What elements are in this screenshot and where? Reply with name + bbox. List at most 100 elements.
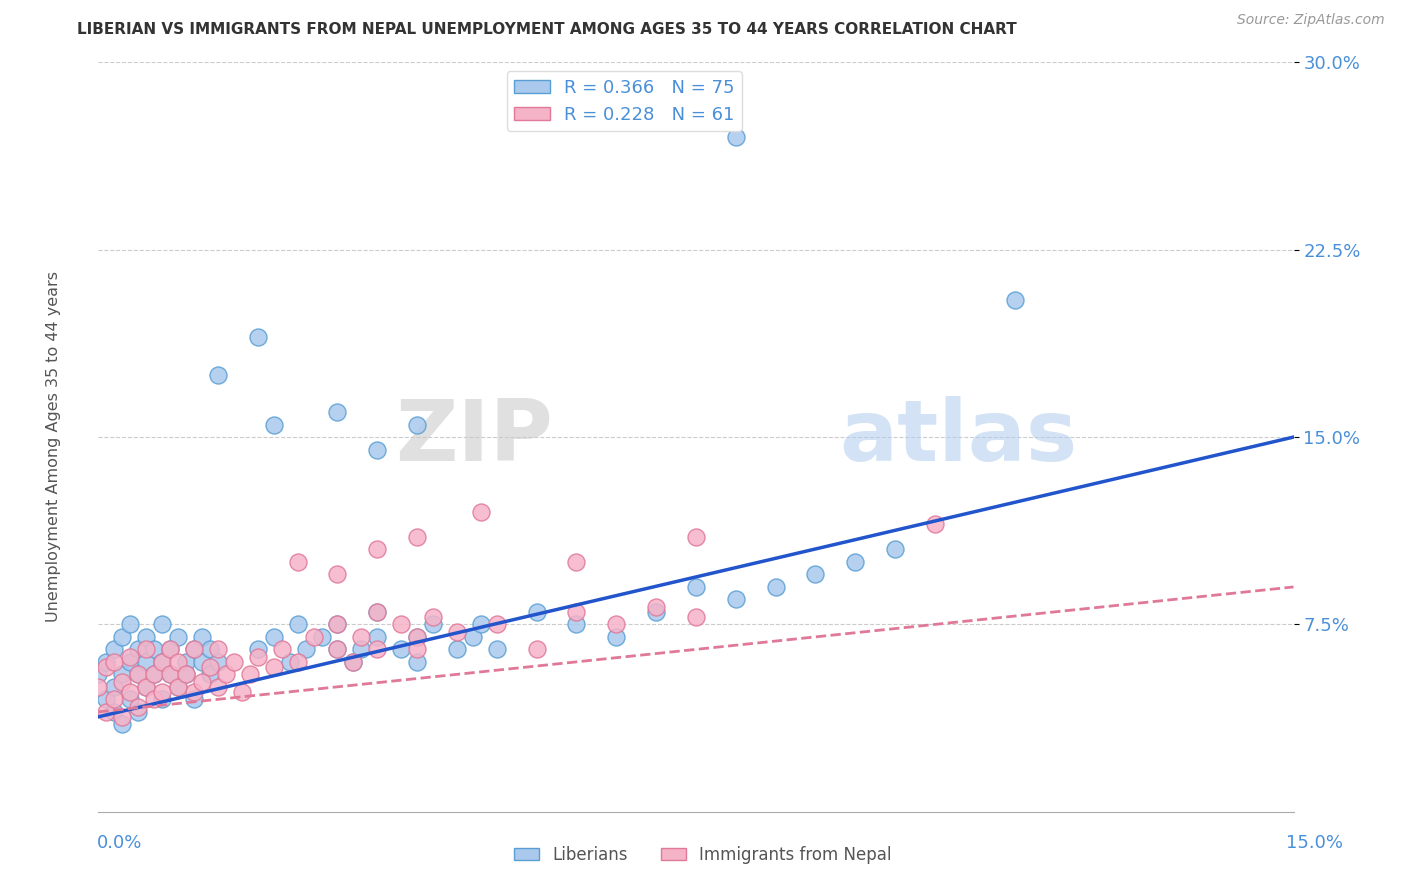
Point: [239, 667, 262, 681]
Point: [87, 667, 110, 681]
Point: [150, 692, 173, 706]
Point: [326, 617, 349, 632]
Point: [159, 667, 181, 681]
Point: [844, 555, 866, 569]
Point: [103, 642, 125, 657]
Point: [263, 417, 285, 432]
Point: [263, 630, 285, 644]
Point: [127, 667, 149, 681]
Point: [127, 667, 149, 681]
Point: [485, 642, 508, 657]
Point: [645, 605, 668, 619]
Point: [342, 655, 364, 669]
Point: [127, 705, 149, 719]
Point: [461, 630, 484, 644]
Point: [96, 692, 118, 706]
Legend: R = 0.366   N = 75, R = 0.228   N = 61: R = 0.366 N = 75, R = 0.228 N = 61: [506, 71, 742, 131]
Point: [143, 642, 166, 657]
Point: [143, 667, 166, 681]
Text: 0.0%: 0.0%: [97, 834, 142, 852]
Point: [1004, 293, 1026, 307]
Point: [246, 330, 269, 344]
Point: [924, 517, 946, 532]
Point: [366, 605, 388, 619]
Point: [485, 617, 508, 632]
Point: [103, 680, 125, 694]
Point: [724, 130, 747, 145]
Point: [422, 617, 444, 632]
Point: [207, 642, 229, 657]
Point: [207, 368, 229, 382]
Point: [222, 655, 245, 669]
Point: [302, 630, 325, 644]
Point: [366, 442, 388, 457]
Point: [135, 655, 157, 669]
Point: [87, 680, 110, 694]
Text: 15.0%: 15.0%: [1286, 834, 1343, 852]
Point: [120, 655, 142, 669]
Point: [406, 630, 429, 644]
Point: [143, 692, 166, 706]
Point: [246, 649, 269, 664]
Point: [350, 642, 373, 657]
Point: [287, 655, 309, 669]
Point: [135, 642, 157, 657]
Point: [167, 680, 190, 694]
Point: [406, 655, 429, 669]
Point: [120, 692, 142, 706]
Point: [884, 542, 907, 557]
Point: [446, 624, 468, 639]
Point: [804, 567, 827, 582]
Point: [167, 630, 190, 644]
Point: [167, 655, 190, 669]
Point: [198, 660, 221, 674]
Point: [326, 642, 349, 657]
Point: [159, 642, 181, 657]
Point: [685, 610, 707, 624]
Point: [326, 405, 349, 419]
Point: [111, 630, 134, 644]
Point: [120, 685, 142, 699]
Point: [565, 617, 588, 632]
Point: [135, 680, 157, 694]
Point: [406, 530, 429, 544]
Text: LIBERIAN VS IMMIGRANTS FROM NEPAL UNEMPLOYMENT AMONG AGES 35 TO 44 YEARS CORRELA: LIBERIAN VS IMMIGRANTS FROM NEPAL UNEMPL…: [77, 22, 1017, 37]
Point: [150, 655, 173, 669]
Point: [111, 710, 134, 724]
Point: [231, 685, 253, 699]
Point: [96, 660, 118, 674]
Point: [183, 642, 205, 657]
Point: [215, 667, 238, 681]
Point: [526, 642, 548, 657]
Point: [724, 592, 747, 607]
Point: [765, 580, 787, 594]
Point: [470, 505, 492, 519]
Point: [526, 605, 548, 619]
Point: [389, 642, 412, 657]
Legend: Liberians, Immigrants from Nepal: Liberians, Immigrants from Nepal: [508, 839, 898, 871]
Point: [342, 655, 364, 669]
Point: [366, 630, 388, 644]
Text: ZIP: ZIP: [395, 395, 553, 479]
Point: [565, 555, 588, 569]
Point: [159, 642, 181, 657]
Text: Unemployment Among Ages 35 to 44 years: Unemployment Among Ages 35 to 44 years: [46, 270, 60, 622]
Point: [470, 617, 492, 632]
Point: [446, 642, 468, 657]
Point: [183, 642, 205, 657]
Point: [406, 630, 429, 644]
Point: [96, 705, 118, 719]
Point: [263, 660, 285, 674]
Point: [311, 630, 333, 644]
Point: [366, 542, 388, 557]
Point: [174, 667, 197, 681]
Point: [246, 642, 269, 657]
Point: [207, 655, 229, 669]
Point: [270, 642, 292, 657]
Point: [191, 630, 214, 644]
Point: [150, 655, 173, 669]
Point: [150, 617, 173, 632]
Point: [605, 617, 627, 632]
Point: [96, 655, 118, 669]
Point: [127, 699, 149, 714]
